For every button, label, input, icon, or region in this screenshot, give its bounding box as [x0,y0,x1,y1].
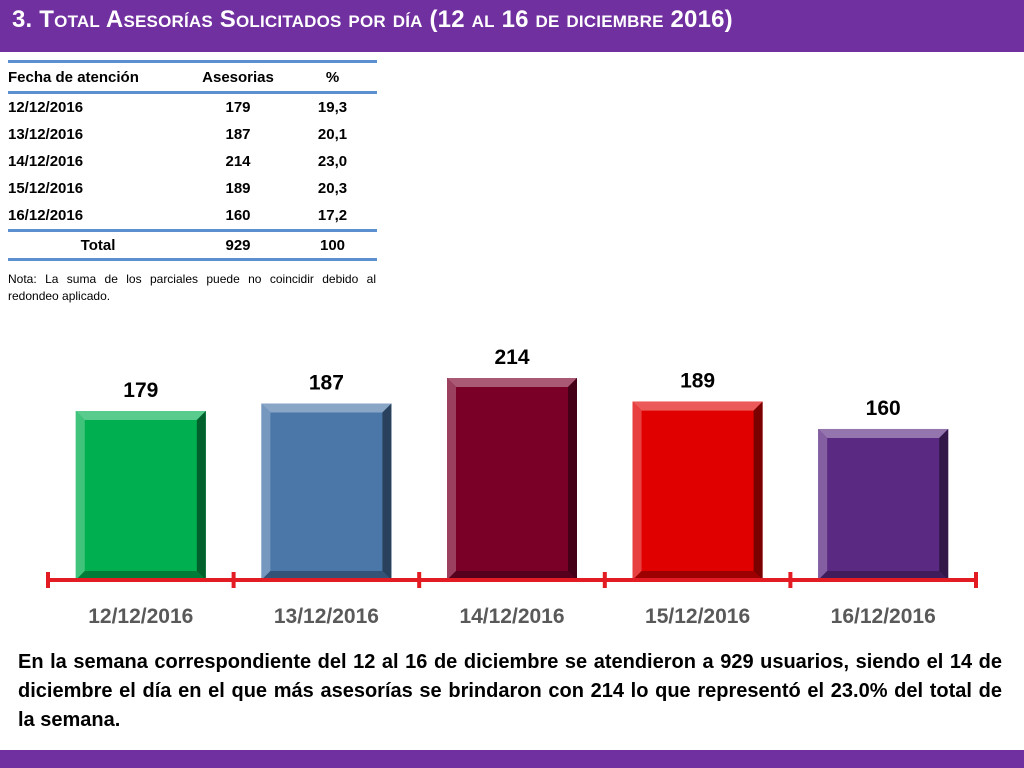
bar-bevel-bottom [818,571,949,580]
column-header-count: Asesorias [202,68,274,86]
bar-bevel-right [196,411,206,580]
bar-bevel-left [261,403,271,580]
table-cell-count: 179 [225,99,251,116]
bar-16/12/2016 [818,428,949,580]
table-cell-count: 214 [225,153,251,170]
table-row: 15/12/2016 189 20,3 [8,175,377,202]
table-cell-count: 189 [225,180,251,197]
bar-bevel-bottom [447,571,577,580]
table-cell-date: 15/12/2016 [8,180,84,197]
x-tick-label: 15/12/2016 [645,605,750,628]
table-cell-date: 14/12/2016 [8,153,84,170]
bars-layer [75,378,949,580]
bar-14/12/2016 [447,378,577,580]
labels-layer: 179 12/12/2016 187 13/12/2016 214 14/12/2016 1… [88,346,936,628]
bar-bevel-top [447,378,577,387]
table-total-label: Total [80,236,116,254]
column-header-percent: % [325,68,340,86]
table-cell-date: 12/12/2016 [8,99,84,116]
table-total-row: Total 929 100 [8,230,377,260]
bar-face [447,378,577,580]
bar-value-label: 160 [866,397,901,420]
table-cell-percent: 23,0 [317,153,348,170]
bar-bevel-top [75,411,206,421]
x-tick-label: 13/12/2016 [274,605,379,628]
table-cell-date: 13/12/2016 [8,126,84,143]
bar-bevel-right [382,403,392,580]
x-axis [46,572,978,588]
bar-bevel-bottom [75,571,206,580]
bar-face [818,428,949,580]
x-tick-label: 16/12/2016 [831,605,936,628]
table-cell-count: 187 [225,126,251,143]
table-row: 16/12/2016 160 17,2 [8,202,377,231]
table-cell-percent: 19,3 [317,99,348,116]
table-cell-count: 160 [225,207,251,224]
bar-bevel-left [818,428,828,580]
table-row: 14/12/2016 214 23,0 [8,148,377,175]
bar-value-label: 214 [494,346,529,369]
column-header-date: Fecha de atención [8,68,139,86]
title-bar: 3. Total Asesorías Solicitados por día (… [0,0,1024,52]
summary-table: Fecha de atención Asesorias % 12/12/2016… [8,60,377,261]
bar-bevel-top [818,428,949,438]
bar-bevel-left [632,401,642,580]
bar-value-label: 179 [123,379,158,402]
bar-12/12/2016 [75,411,206,580]
bar-chart: 179 12/12/2016 187 13/12/2016 214 14/12/2016 1… [46,346,978,628]
table-cell-percent: 20,1 [317,126,348,143]
bar-face [75,411,206,580]
bottom-bar [0,750,1024,768]
table-row: 13/12/2016 187 20,1 [8,121,377,148]
bar-bevel-left [447,378,456,580]
table-total-count: 929 [225,236,251,254]
bar-face [632,401,763,580]
x-tick-label: 14/12/2016 [459,605,564,628]
table-total-percent: 100 [319,236,346,254]
rounding-note: Nota: La suma de los parciales puede no … [8,272,376,303]
bar-bevel-top [632,401,763,411]
bar-bevel-bottom [632,571,763,580]
table-header-row: Fecha de atención Asesorias % [8,61,377,93]
bar-value-label: 187 [309,371,344,394]
table-cell-date: 16/12/2016 [8,207,84,224]
page-title: 3. Total Asesorías Solicitados por día (… [12,6,733,33]
bar-bevel-right [939,428,949,580]
bar-bevel-bottom [261,571,392,580]
summary-paragraph: En la semana correspondiente del 12 al 1… [18,651,1002,731]
bar-face [261,403,392,580]
table-row: 12/12/2016 179 19,3 [8,93,377,122]
bar-bevel-left [75,411,85,580]
x-tick-label: 12/12/2016 [88,605,193,628]
bar-15/12/2016 [632,401,763,580]
bar-bevel-right [753,401,763,580]
bar-bevel-right [568,378,577,580]
bar-bevel-top [261,403,392,413]
bar-value-label: 189 [680,370,715,393]
bar-13/12/2016 [261,403,392,580]
table-cell-percent: 17,2 [317,207,348,224]
table-cell-percent: 20,3 [317,180,348,197]
